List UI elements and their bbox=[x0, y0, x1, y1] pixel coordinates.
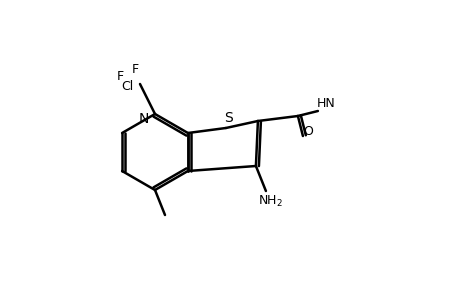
Text: HN: HN bbox=[316, 97, 335, 110]
Text: F: F bbox=[131, 62, 138, 76]
Text: F: F bbox=[116, 70, 123, 83]
Text: NH$_2$: NH$_2$ bbox=[258, 194, 283, 208]
Text: N: N bbox=[138, 112, 148, 125]
Text: O: O bbox=[302, 124, 312, 137]
Text: Cl: Cl bbox=[121, 80, 133, 92]
Text: S: S bbox=[224, 111, 233, 125]
